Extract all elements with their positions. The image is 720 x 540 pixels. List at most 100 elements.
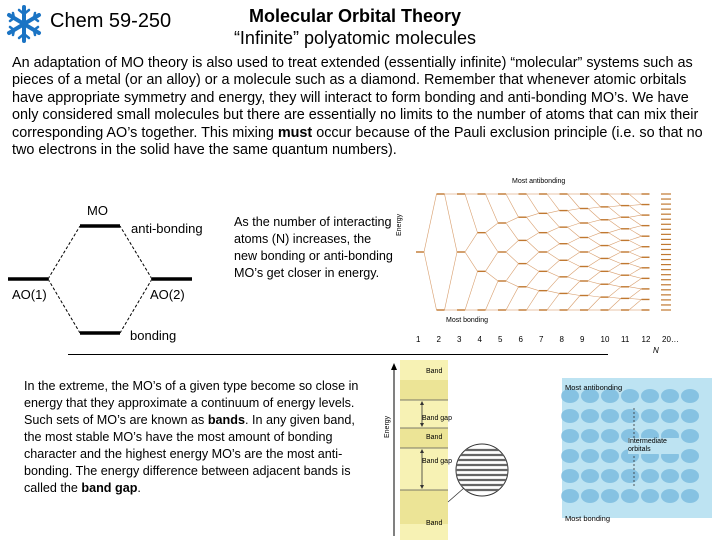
band-gap-label-1: Band gap [422, 415, 452, 422]
correlation-line [485, 232, 499, 253]
bands-term: bands [207, 413, 245, 427]
correlation-line [505, 251, 519, 264]
orbital-lobe [581, 469, 599, 483]
correlation-line [587, 258, 601, 267]
correlation-line [608, 271, 622, 276]
band-most-bonding-label: Most bonding [565, 514, 611, 523]
orbital-lobe [621, 489, 639, 503]
orbital-lobe [581, 429, 599, 443]
orbital-lobe [681, 489, 699, 503]
correlation-line [628, 193, 642, 205]
correlation-line [608, 219, 622, 230]
intro-text-2: occur because of the Pauli exclusion pri… [12, 124, 703, 159]
correlation-line [464, 251, 478, 272]
n-tick-label: 12 [641, 335, 651, 344]
orbital-lobe [601, 469, 619, 483]
band-gap-label-2: Band gap [422, 458, 452, 465]
band-label-3: Band [426, 520, 443, 527]
orbital-lobe [621, 389, 639, 403]
correlation-line [567, 208, 581, 211]
orbital-lobe [561, 469, 579, 483]
n-tick-label: 9 [580, 335, 585, 344]
orbital-lobe [601, 449, 619, 463]
correlation-line [587, 222, 601, 233]
correlation-line [608, 205, 622, 208]
correlation-line [423, 193, 437, 253]
correlation-line [567, 266, 581, 278]
correlation-line [628, 205, 642, 216]
correlation-line [423, 251, 437, 311]
correlation-line [567, 193, 581, 209]
correlation-line [628, 267, 642, 276]
correlation-line [546, 210, 560, 214]
correlation-line [505, 286, 519, 311]
correlation-line [546, 213, 560, 228]
mo-diagram-lines [8, 224, 192, 335]
orbital-lobe [641, 469, 659, 483]
orbital-lobe [661, 489, 679, 503]
correlation-line [608, 245, 622, 253]
correlation-line [608, 296, 622, 299]
correlation-line [628, 214, 642, 218]
correlation-line [608, 283, 622, 288]
n-tick-label: 10 [600, 335, 610, 344]
most-antibonding-label: Most antibonding [512, 178, 566, 185]
correlation-line [505, 280, 519, 288]
correlation-line [546, 290, 560, 294]
correlation-line [587, 251, 601, 259]
correlation-line [546, 243, 560, 253]
n-tick-label: 1 [416, 335, 421, 344]
band-label-2: Band [426, 434, 443, 441]
correlation-line [464, 232, 478, 253]
n-tick-label: 4 [477, 335, 482, 344]
correlation-line [628, 278, 642, 288]
antibonding-label: anti-bonding [131, 221, 203, 236]
orbital-lobe [681, 429, 699, 443]
orbital-lobe [681, 469, 699, 483]
correlation-line [567, 237, 581, 244]
correlation-line [608, 298, 622, 311]
intermediate-orbitals-label: Intermediate orbitals [628, 438, 680, 454]
orbital-lobe [601, 489, 619, 503]
intro-emphasis: must [277, 124, 313, 141]
orbital-lobe [621, 409, 639, 423]
correlation-line [505, 240, 519, 253]
correlation-line [567, 222, 581, 228]
orbital-lobe [561, 489, 579, 503]
correlation-line [546, 226, 560, 233]
correlation-line [567, 210, 581, 224]
correlation-line [485, 222, 499, 233]
correlation-line [587, 208, 601, 221]
correlation-line [526, 263, 540, 272]
correlation-line [485, 193, 499, 224]
bands-paragraph: In the extreme, the MO’s of a given type… [24, 378, 364, 497]
correlation-line [608, 263, 622, 272]
correlation-line [567, 251, 581, 261]
correlation-line [526, 286, 540, 291]
bonding-label: bonding [130, 328, 177, 343]
correlation-line [444, 193, 458, 253]
orbital-lobe [561, 389, 579, 403]
correlation-line [608, 193, 622, 206]
correlation-line [587, 280, 601, 285]
n-tick-label: 11 [621, 335, 630, 344]
correlation-line [587, 271, 601, 282]
bands-text-1: In the extreme, the MO’s of a given type… [24, 379, 359, 427]
orbital-lobe [681, 409, 699, 423]
correlation-line [628, 240, 642, 247]
orbital-lobe [601, 409, 619, 423]
correlation-line [567, 280, 581, 294]
orbital-lobe [581, 489, 599, 503]
orbital-lobe [601, 429, 619, 443]
correlation-line [485, 251, 499, 272]
band-gap-term: band gap [81, 481, 138, 495]
correlation-line [485, 271, 499, 282]
most-bonding-label: Most bonding [446, 317, 489, 324]
correlation-line [587, 266, 601, 272]
orbital-lobe [581, 389, 599, 403]
correlation-line [628, 298, 642, 300]
correlation-line [526, 232, 540, 241]
orbital-lobe [641, 389, 659, 403]
course-code: Chem 59-250 [50, 10, 172, 32]
correlation-line [526, 217, 540, 233]
